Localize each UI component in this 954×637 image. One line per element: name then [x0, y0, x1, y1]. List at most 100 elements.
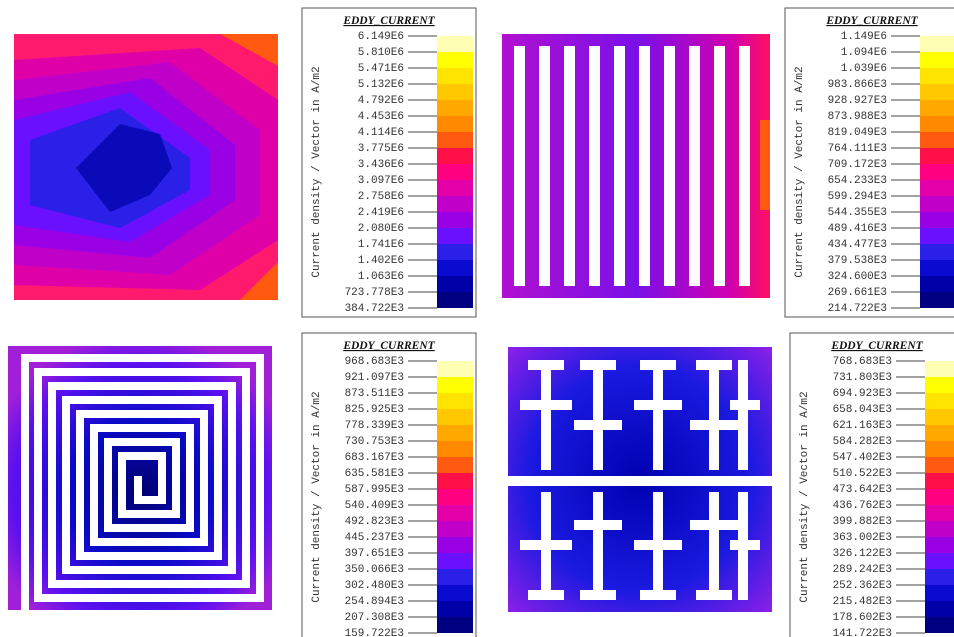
legend-label: 399.882E3: [833, 516, 892, 528]
legend-label: 683.167E3: [345, 452, 404, 464]
legend-label: 215.482E3: [833, 596, 892, 608]
color-swatch: [437, 601, 473, 617]
legend-title: EDDY_CURRENT: [830, 340, 923, 352]
legend-label: 445.237E3: [345, 532, 404, 544]
legend-label: 621.163E3: [833, 420, 892, 432]
color-swatch: [437, 228, 473, 244]
legend-label: 3.097E6: [358, 175, 404, 187]
legend-label: 928.927E3: [828, 95, 887, 107]
legend-label: 1.149E6: [841, 31, 887, 43]
color-swatch: [920, 164, 954, 180]
legend-label: 983.866E3: [828, 79, 887, 91]
color-swatch: [925, 393, 954, 409]
legend-label: 1.063E6: [358, 271, 404, 283]
color-swatch: [437, 425, 473, 441]
color-swatch: [437, 537, 473, 553]
color-swatch: [920, 244, 954, 260]
legend-label: 302.480E3: [345, 580, 404, 592]
color-swatch: [437, 196, 473, 212]
legend-label: 4.792E6: [358, 95, 404, 107]
contour-plot: [508, 347, 772, 612]
color-swatch: [920, 116, 954, 132]
legend-axis-label: Current density / Vector in A/m2: [794, 66, 806, 277]
color-swatch: [437, 292, 473, 308]
legend-label: 510.522E3: [833, 468, 892, 480]
color-swatch: [437, 521, 473, 537]
color-swatch: [437, 409, 473, 425]
figure: EDDY_CURRENT Current density / Vector in …: [0, 0, 954, 637]
legend-label: 6.149E6: [358, 31, 404, 43]
legend-label: 254.894E3: [345, 596, 404, 608]
legend-label: 723.778E3: [345, 287, 404, 299]
legend-label: 825.925E3: [345, 404, 404, 416]
color-swatch: [437, 553, 473, 569]
legend-label: 434.477E3: [828, 239, 887, 251]
legend-label: 587.995E3: [345, 484, 404, 496]
color-swatch: [920, 212, 954, 228]
color-swatch: [437, 473, 473, 489]
legend-label: 489.416E3: [828, 223, 887, 235]
color-swatch: [437, 569, 473, 585]
legend-label: 540.409E3: [345, 500, 404, 512]
legend-label: 207.308E3: [345, 612, 404, 624]
legend-label: 159.722E3: [345, 628, 404, 637]
legend-label: 584.282E3: [833, 436, 892, 448]
legend-label: 350.066E3: [345, 564, 404, 576]
legend-title: EDDY_CURRENT: [825, 15, 918, 27]
legend-label: 654.233E3: [828, 175, 887, 187]
color-swatch: [437, 585, 473, 601]
contour-plot: [8, 346, 272, 610]
legend-label: 4.453E6: [358, 111, 404, 123]
legend-label: 731.803E3: [833, 372, 892, 384]
color-swatch: [437, 489, 473, 505]
legend-label: 3.775E6: [358, 143, 404, 155]
legend-label: 324.600E3: [828, 271, 887, 283]
color-swatch: [437, 212, 473, 228]
color-swatch: [437, 68, 473, 84]
legend-label: 492.823E3: [345, 516, 404, 528]
color-swatch: [925, 425, 954, 441]
color-swatch: [437, 36, 473, 52]
color-swatch: [437, 180, 473, 196]
color-swatch: [925, 377, 954, 393]
color-swatch: [920, 100, 954, 116]
legend-label: 379.538E3: [828, 255, 887, 267]
color-swatch: [920, 180, 954, 196]
color-swatch: [925, 505, 954, 521]
color-swatch: [925, 585, 954, 601]
legend-label: 214.722E3: [828, 303, 887, 315]
color-swatch: [920, 228, 954, 244]
legend-label: 778.339E3: [345, 420, 404, 432]
color-swatch: [925, 617, 954, 633]
legend-axis-label: Current density / Vector in A/m2: [311, 66, 323, 277]
color-swatch: [925, 537, 954, 553]
color-swatch: [437, 244, 473, 260]
legend-label: 873.988E3: [828, 111, 887, 123]
color-swatch: [925, 361, 954, 377]
legend-label: 599.294E3: [828, 191, 887, 203]
legend-label: 764.111E3: [828, 143, 887, 155]
legend-label: 2.419E6: [358, 207, 404, 219]
legend-label: 635.581E3: [345, 468, 404, 480]
legend-label: 1.094E6: [841, 47, 887, 59]
color-swatch: [920, 148, 954, 164]
legend-label: 4.114E6: [358, 127, 404, 139]
legend-label: 289.242E3: [833, 564, 892, 576]
color-swatch: [925, 409, 954, 425]
legend-label: 819.049E3: [828, 127, 887, 139]
legend-label: 269.661E3: [828, 287, 887, 299]
legend-label: 384.722E3: [345, 303, 404, 315]
legend-label: 397.651E3: [345, 548, 404, 560]
legend-label: 141.722E3: [833, 628, 892, 637]
legend-label: 2.080E6: [358, 223, 404, 235]
legend-label: 473.642E3: [833, 484, 892, 496]
legend-label: 2.758E6: [358, 191, 404, 203]
color-swatch: [437, 132, 473, 148]
contour-plot: [502, 34, 770, 298]
color-swatch: [437, 505, 473, 521]
legend-label: 326.122E3: [833, 548, 892, 560]
color-swatch: [437, 377, 473, 393]
legend-label: 921.097E3: [345, 372, 404, 384]
